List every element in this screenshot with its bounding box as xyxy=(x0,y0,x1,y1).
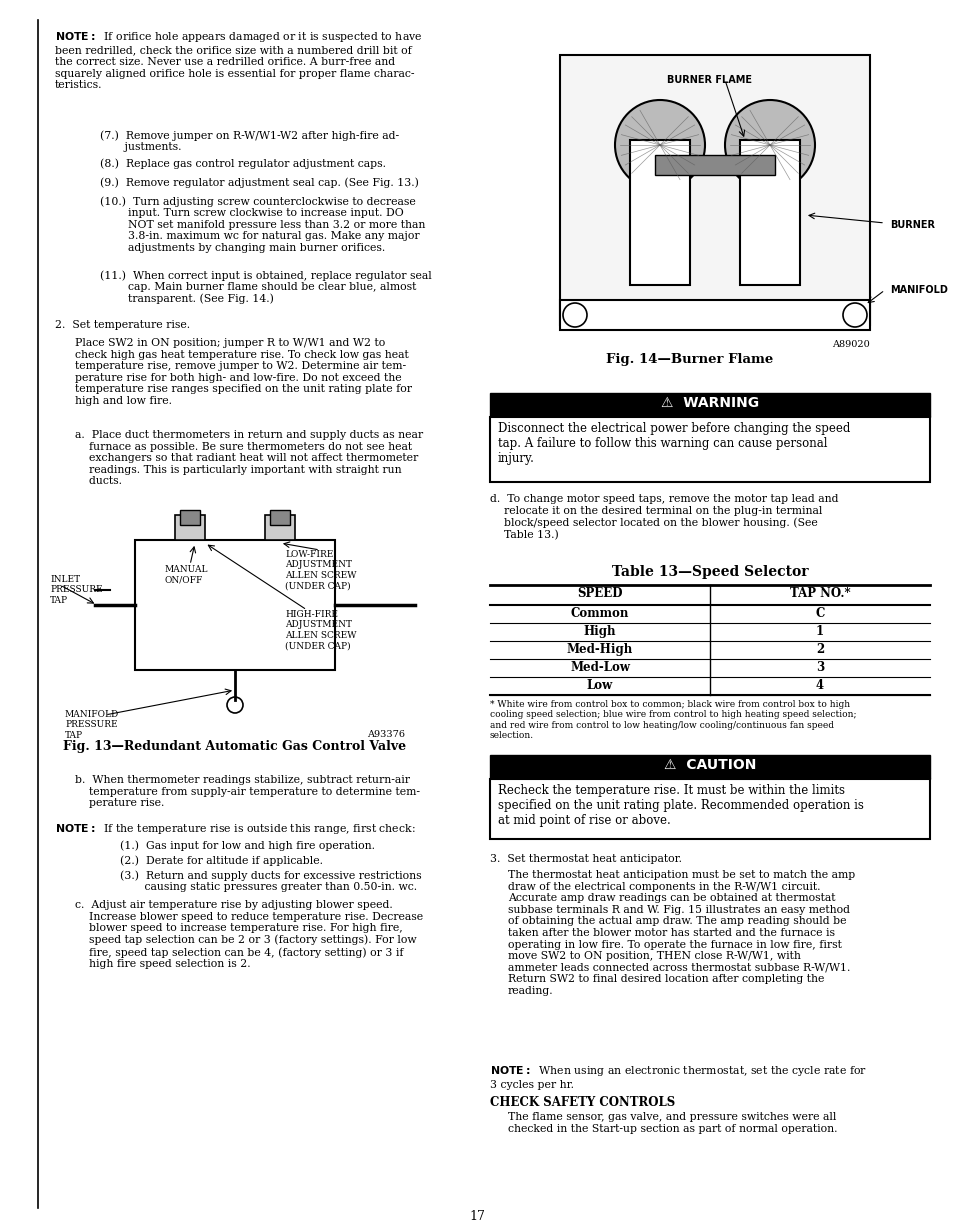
Text: A89020: A89020 xyxy=(831,340,869,349)
Text: $\bf{NOTE:}$  When using an electronic thermostat, set the cycle rate for
3 cycl: $\bf{NOTE:}$ When using an electronic th… xyxy=(490,1063,866,1089)
Bar xyxy=(740,140,800,285)
Text: a.  Place duct thermometers in return and supply ducts as near
    furnace as po: a. Place duct thermometers in return and… xyxy=(75,430,423,486)
Bar xyxy=(629,140,689,285)
Text: d.  To change motor speed taps, remove the motor tap lead and
    relocate it on: d. To change motor speed taps, remove th… xyxy=(490,494,838,540)
Circle shape xyxy=(615,99,704,190)
Bar xyxy=(265,515,294,540)
Bar xyxy=(655,155,774,176)
Text: 17: 17 xyxy=(469,1210,484,1223)
Text: BURNER FLAME: BURNER FLAME xyxy=(667,75,752,85)
Text: 1: 1 xyxy=(815,625,823,639)
Text: A93376: A93376 xyxy=(367,729,405,739)
Text: INLET
PRESSURE
TAP: INLET PRESSURE TAP xyxy=(50,575,103,605)
Text: Table 13—Speed Selector: Table 13—Speed Selector xyxy=(611,565,807,578)
Text: MANIFOLD
PRESSURE
TAP: MANIFOLD PRESSURE TAP xyxy=(65,710,119,739)
Text: ⚠  WARNING: ⚠ WARNING xyxy=(660,395,759,410)
Bar xyxy=(559,55,869,325)
Circle shape xyxy=(562,303,586,327)
Bar xyxy=(490,755,929,779)
Text: (2.)  Derate for altitude if applicable.: (2.) Derate for altitude if applicable. xyxy=(120,855,323,866)
Text: 4: 4 xyxy=(815,679,823,693)
Bar xyxy=(490,779,929,839)
Text: b.  When thermometer readings stabilize, subtract return-air
    temperature fro: b. When thermometer readings stabilize, … xyxy=(75,775,419,808)
Text: (7.)  Remove jumper on R-W/W1-W2 after high-fire ad-
       justments.: (7.) Remove jumper on R-W/W1-W2 after hi… xyxy=(100,130,398,152)
Text: $\bf{NOTE:}$  If the temperature rise is outside this range, first check:: $\bf{NOTE:}$ If the temperature rise is … xyxy=(55,822,416,836)
Text: Common: Common xyxy=(570,607,629,620)
Bar xyxy=(559,300,869,330)
Bar xyxy=(490,418,929,483)
Text: LOW-FIRE
ADJUSTMENT
ALLEN SCREW
(UNDER CAP): LOW-FIRE ADJUSTMENT ALLEN SCREW (UNDER C… xyxy=(285,550,356,591)
Text: SPEED: SPEED xyxy=(577,587,622,600)
Text: 2.  Set temperature rise.: 2. Set temperature rise. xyxy=(55,321,190,330)
Circle shape xyxy=(724,99,814,190)
Circle shape xyxy=(842,303,866,327)
Text: 3.  Set thermostat heat anticipator.: 3. Set thermostat heat anticipator. xyxy=(490,853,681,865)
Text: Low: Low xyxy=(586,679,613,693)
Circle shape xyxy=(227,698,243,713)
Bar xyxy=(270,510,290,526)
Text: The thermostat heat anticipation must be set to match the amp
draw of the electr: The thermostat heat anticipation must be… xyxy=(507,869,854,996)
Text: $\bf{NOTE:}$  If orifice hole appears damaged or it is suspected to have
been re: $\bf{NOTE:}$ If orifice hole appears dam… xyxy=(55,29,422,91)
Text: Med-High: Med-High xyxy=(566,643,633,656)
Text: TAP NO.*: TAP NO.* xyxy=(789,587,849,600)
Text: c.  Adjust air temperature rise by adjusting blower speed.
    Increase blower s: c. Adjust air temperature rise by adjust… xyxy=(75,900,423,969)
Text: (9.)  Remove regulator adjustment seal cap. (See Fig. 13.): (9.) Remove regulator adjustment seal ca… xyxy=(100,177,418,188)
Bar xyxy=(544,41,884,340)
Text: ⚠  CAUTION: ⚠ CAUTION xyxy=(663,758,756,772)
Text: Disconnect the electrical power before changing the speed
tap. A failure to foll: Disconnect the electrical power before c… xyxy=(497,422,849,465)
Bar xyxy=(174,515,205,540)
Bar xyxy=(490,393,929,418)
Text: (11.)  When correct input is obtained, replace regulator seal
        cap. Main : (11.) When correct input is obtained, re… xyxy=(100,270,432,305)
Text: 3: 3 xyxy=(815,661,823,674)
Text: HIGH-FIRE
ADJUSTMENT
ALLEN SCREW
(UNDER CAP): HIGH-FIRE ADJUSTMENT ALLEN SCREW (UNDER … xyxy=(285,610,356,650)
Text: C: C xyxy=(815,607,823,620)
Text: Fig. 13—Redundant Automatic Gas Control Valve: Fig. 13—Redundant Automatic Gas Control … xyxy=(63,740,406,753)
Text: Fig. 14—Burner Flame: Fig. 14—Burner Flame xyxy=(606,352,773,366)
Text: (1.)  Gas input for low and high fire operation.: (1.) Gas input for low and high fire ope… xyxy=(120,840,375,851)
Text: CHECK SAFETY CONTROLS: CHECK SAFETY CONTROLS xyxy=(490,1097,675,1109)
Text: Recheck the temperature rise. It must be within the limits
specified on the unit: Recheck the temperature rise. It must be… xyxy=(497,783,863,826)
Text: MANUAL
ON/OFF: MANUAL ON/OFF xyxy=(165,565,209,585)
Text: Place SW2 in ON position; jumper R to W/W1 and W2 to
check high gas heat tempera: Place SW2 in ON position; jumper R to W/… xyxy=(75,338,412,406)
Text: Med-Low: Med-Low xyxy=(569,661,629,674)
Text: 2: 2 xyxy=(815,643,823,656)
Text: (3.)  Return and supply ducts for excessive restrictions
       causing static p: (3.) Return and supply ducts for excessi… xyxy=(120,869,421,893)
Text: (8.)  Replace gas control regulator adjustment caps.: (8.) Replace gas control regulator adjus… xyxy=(100,158,386,168)
Text: * White wire from control box to common; black wire from control box to high
coo: * White wire from control box to common;… xyxy=(490,700,856,740)
Text: High: High xyxy=(583,625,616,639)
Text: MANIFOLD: MANIFOLD xyxy=(889,285,947,295)
Text: BURNER: BURNER xyxy=(889,220,934,230)
Text: The flame sensor, gas valve, and pressure switches were all
checked in the Start: The flame sensor, gas valve, and pressur… xyxy=(507,1113,837,1133)
Text: (10.)  Turn adjusting screw counterclockwise to decrease
        input. Turn scr: (10.) Turn adjusting screw counterclockw… xyxy=(100,196,425,253)
Bar xyxy=(180,510,200,526)
